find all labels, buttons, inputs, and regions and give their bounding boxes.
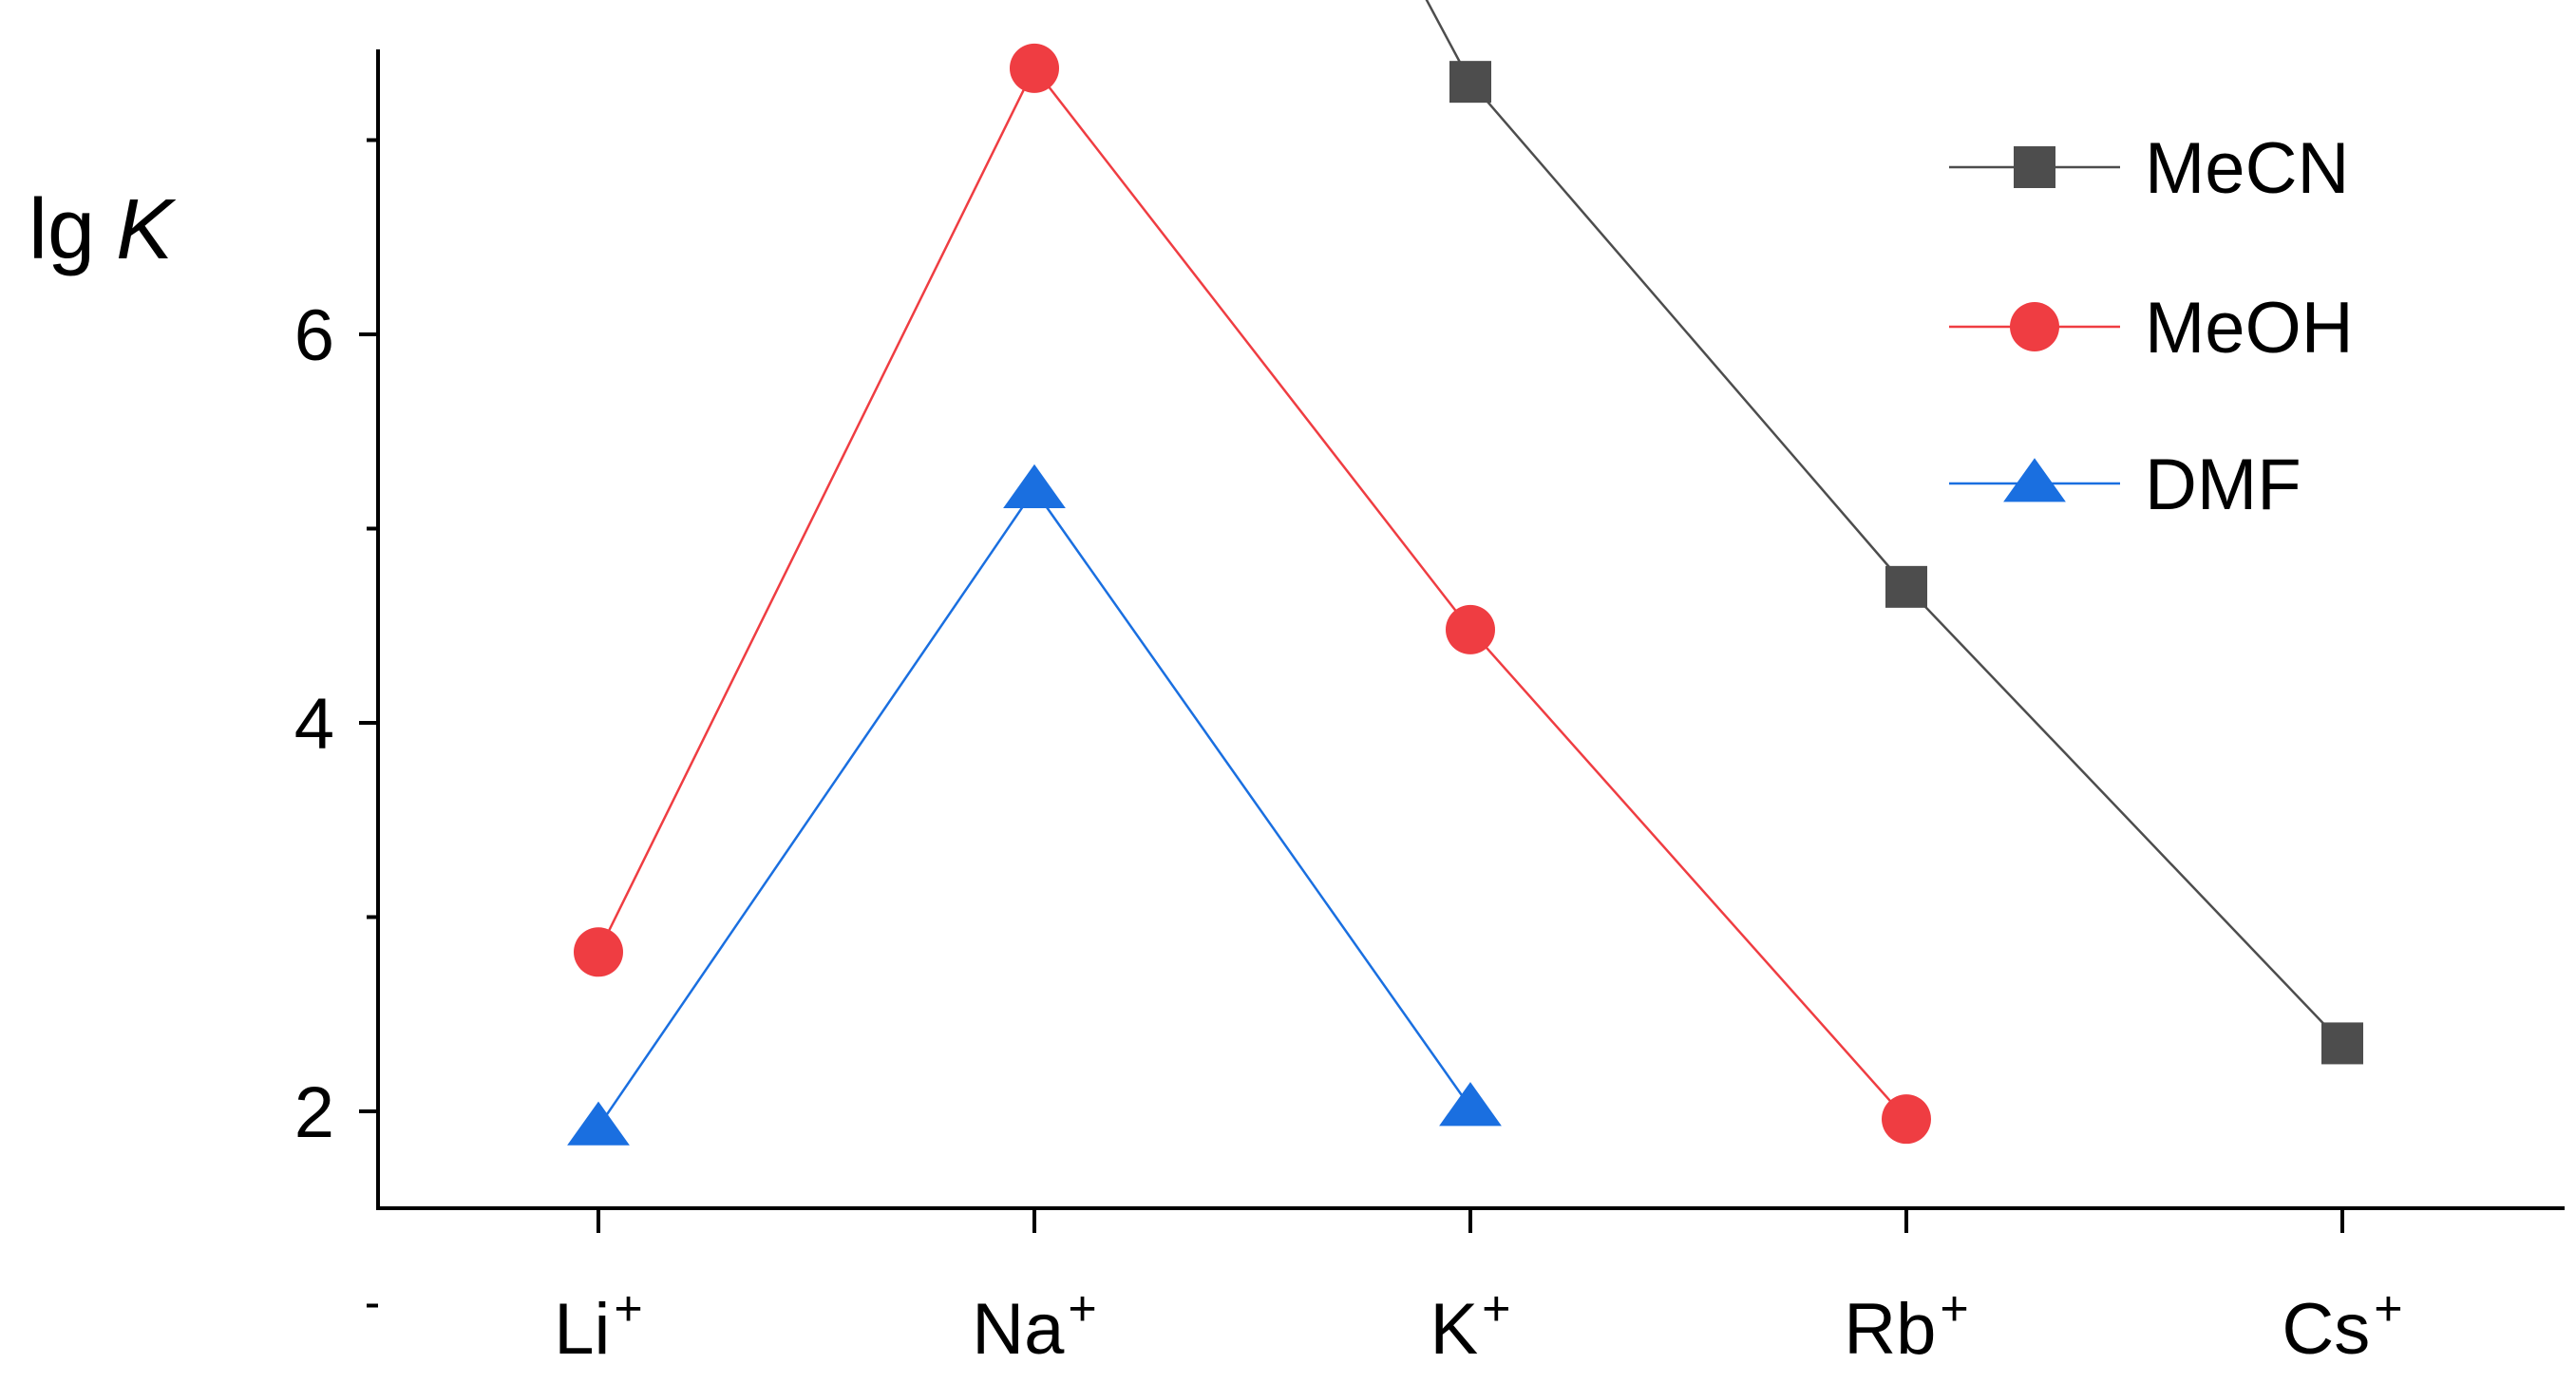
legend-marker-dmf [2003,458,2066,502]
legend-label-dmf: DMF [2145,445,2301,525]
data-point-mecn [2321,1022,2363,1065]
data-point-dmf [1439,1082,1502,1127]
y-tick-label: 4 [294,684,334,765]
y-tick-label: 6 [294,295,334,376]
series-line-dmf [597,487,1472,1128]
data-point-dmf [567,1101,630,1146]
data-point-meoh [1446,604,1495,654]
series-line-mecn [1425,0,2343,1045]
x-tick-label: Rb+ [1844,1281,1969,1370]
y-axis-label-italic: K [116,182,177,277]
data-point-meoh [1010,43,1059,93]
x-tick-label: Cs+ [2282,1281,2402,1370]
data-point-dmf [1003,464,1066,509]
data-point-meoh [1882,1094,1931,1145]
legend-label-meoh: MeOH [2145,288,2354,369]
data-point-mecn [1449,61,1491,104]
y-axis-label-text: lg [28,182,95,277]
data-point-mecn [1885,565,1927,608]
legend-marker-mecn [2014,146,2055,188]
y-axis-label: lg K [28,182,177,277]
legend-marker-meoh [2010,302,2059,351]
data-point-meoh [574,927,623,977]
x-tick-label: Li+ [554,1281,643,1370]
y-tick-label: 2 [294,1072,334,1153]
x-tick-label: Na+ [972,1281,1097,1370]
series-line-meoh [597,66,1907,1121]
x-tick-label: K+ [1430,1281,1510,1370]
legend-label-mecn: MeCN [2145,128,2349,209]
